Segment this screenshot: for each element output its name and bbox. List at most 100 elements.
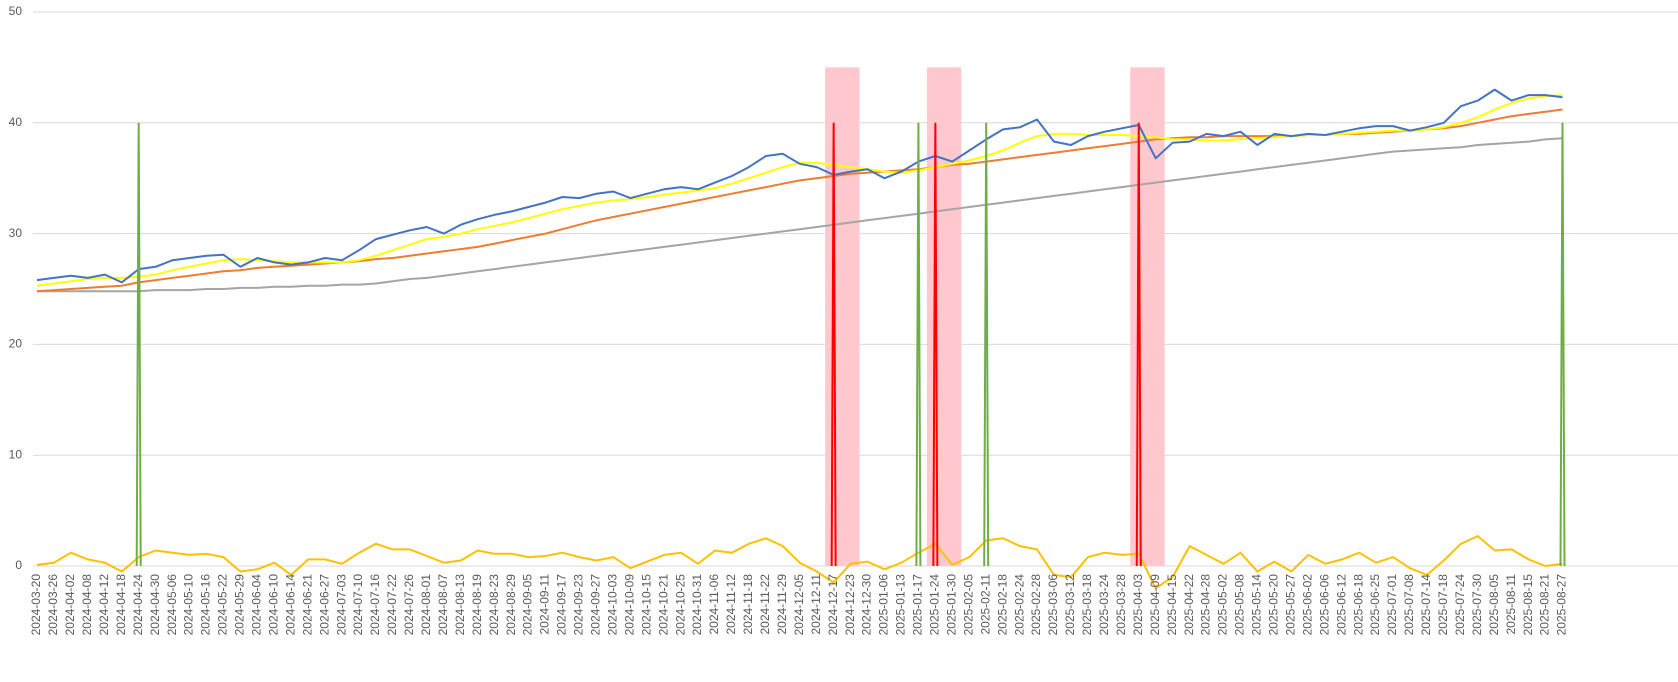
x-tick-label: 2025-03-06	[1046, 574, 1060, 636]
x-tick-label: 2025-01-13	[894, 574, 908, 636]
x-tick-label: 2024-06-04	[250, 574, 264, 636]
y-tick-label: 40	[9, 115, 23, 129]
signal-spike	[983, 122, 990, 567]
signal-spike	[830, 122, 837, 567]
x-tick-label: 2024-12-11	[809, 574, 823, 635]
x-tick-label: 2024-06-14	[283, 574, 297, 636]
highlight-bar	[842, 67, 860, 567]
x-tick-label: 2025-04-15	[1165, 574, 1179, 636]
x-tick-label: 2024-11-29	[775, 574, 789, 635]
x-tick-label: 2025-02-05	[961, 574, 975, 636]
x-tick-label: 2025-04-22	[1182, 574, 1196, 636]
x-tick-label: 2025-07-01	[1385, 574, 1399, 636]
x-tick-label: 2025-05-20	[1267, 574, 1281, 636]
x-tick-label: 2025-01-06	[877, 574, 891, 636]
x-tick-label: 2024-09-27	[589, 574, 603, 636]
x-tick-label: 2025-03-24	[1097, 574, 1111, 636]
x-tick-label: 2025-05-08	[1233, 574, 1247, 636]
x-tick-label: 2024-10-25	[673, 574, 687, 636]
y-tick-label: 0	[15, 558, 22, 572]
x-tick-label: 2024-07-26	[402, 574, 416, 636]
x-tick-label: 2025-01-17	[911, 574, 925, 636]
x-tick-label: 2025-08-27	[1555, 574, 1569, 636]
x-tick-label: 2025-07-24	[1453, 574, 1467, 636]
x-tick-label: 2025-07-30	[1470, 574, 1484, 636]
y-tick-label: 30	[9, 226, 23, 240]
series-line	[36, 535, 1563, 590]
x-tick-label: 2025-03-18	[1080, 574, 1094, 636]
x-tick-label: 2024-11-18	[741, 574, 755, 635]
x-tick-label: 2025-01-30	[944, 574, 958, 636]
x-tick-label: 2024-05-22	[216, 574, 230, 636]
x-tick-label: 2025-07-18	[1436, 574, 1450, 636]
x-tick-label: 2024-11-06	[707, 574, 721, 635]
x-tick-label: 2025-04-28	[1199, 574, 1213, 636]
signal-spike	[932, 122, 939, 567]
x-tick-label: 2024-03-20	[29, 574, 43, 636]
series-line	[36, 94, 1563, 287]
x-tick-label: 2024-08-13	[453, 574, 467, 636]
x-tick-label: 2024-12-05	[792, 574, 806, 636]
x-tick-label: 2024-06-10	[266, 574, 280, 636]
signal-spike	[1135, 122, 1142, 567]
x-tick-label: 2024-08-07	[436, 574, 450, 636]
x-tick-label: 2024-09-17	[555, 574, 569, 636]
x-tick-label: 2025-05-02	[1216, 574, 1230, 636]
x-tick-label: 2025-08-05	[1487, 574, 1501, 636]
x-tick-label: 2024-10-21	[656, 574, 670, 636]
x-tick-label: 2024-10-15	[639, 574, 653, 636]
x-tick-label: 2024-08-19	[470, 574, 484, 636]
x-tick-label: 2024-12-30	[860, 574, 874, 636]
x-tick-label: 2025-02-24	[1012, 574, 1026, 636]
x-tick-label: 2025-04-09	[1148, 574, 1162, 636]
x-tick-label: 2025-02-28	[1029, 574, 1043, 636]
x-tick-label: 2025-08-21	[1538, 574, 1552, 636]
x-tick-label: 2024-08-23	[487, 574, 501, 636]
x-tick-label: 2024-09-05	[521, 574, 535, 636]
x-tick-label: 2024-05-10	[182, 574, 196, 636]
x-tick-label: 2024-05-06	[165, 574, 179, 636]
x-tick-label: 2024-05-16	[199, 574, 213, 636]
signal-spike	[135, 122, 142, 567]
x-tick-label: 2025-07-08	[1402, 574, 1416, 636]
series-line	[36, 108, 1563, 293]
y-tick-label: 20	[9, 337, 23, 351]
x-tick-label: 2024-04-02	[63, 574, 77, 636]
x-tick-label: 2025-06-06	[1317, 574, 1331, 636]
x-tick-label: 2024-12-17	[826, 574, 840, 636]
x-tick-label: 2025-03-28	[1114, 574, 1128, 636]
x-tick-label: 2024-03-26	[46, 574, 60, 636]
signal-spike	[915, 122, 922, 567]
x-tick-label: 2024-04-30	[148, 574, 162, 636]
x-tick-label: 2024-07-10	[351, 574, 365, 636]
x-tick-label: 2024-04-08	[80, 574, 94, 636]
x-tick-label: 2024-10-09	[622, 574, 636, 636]
x-tick-label: 2025-04-03	[1131, 574, 1145, 636]
series-line	[37, 137, 1563, 293]
x-tick-label: 2024-10-31	[690, 574, 704, 636]
x-tick-label: 2024-09-23	[572, 574, 586, 636]
x-tick-label: 2024-11-22	[758, 574, 772, 635]
x-tick-label: 2024-06-27	[317, 574, 331, 636]
highlight-bar	[943, 67, 962, 567]
x-tick-label: 2025-01-24	[928, 574, 942, 636]
x-tick-label: 2024-09-11	[538, 574, 552, 635]
y-tick-label: 10	[9, 447, 23, 461]
x-tick-label: 2025-05-27	[1283, 574, 1297, 636]
x-tick-label: 2025-02-11	[978, 574, 992, 635]
x-tick-label: 2024-12-23	[843, 574, 857, 636]
x-tick-label: 2024-08-01	[419, 574, 433, 636]
highlight-bar	[1147, 67, 1165, 567]
x-tick-label: 2024-04-12	[97, 574, 111, 636]
x-tick-label: 2024-08-29	[504, 574, 518, 636]
x-tick-label: 2024-07-16	[368, 574, 382, 636]
series-line	[36, 88, 1563, 284]
x-tick-label: 2024-07-03	[334, 574, 348, 636]
x-tick-label: 2024-07-22	[385, 574, 399, 636]
x-tick-label: 2025-06-12	[1334, 574, 1348, 636]
x-tick-label: 2025-03-12	[1063, 574, 1077, 636]
x-tick-label: 2025-08-11	[1504, 574, 1518, 635]
x-tick-label: 2025-06-25	[1368, 574, 1382, 636]
x-tick-label: 2024-11-12	[724, 574, 738, 635]
